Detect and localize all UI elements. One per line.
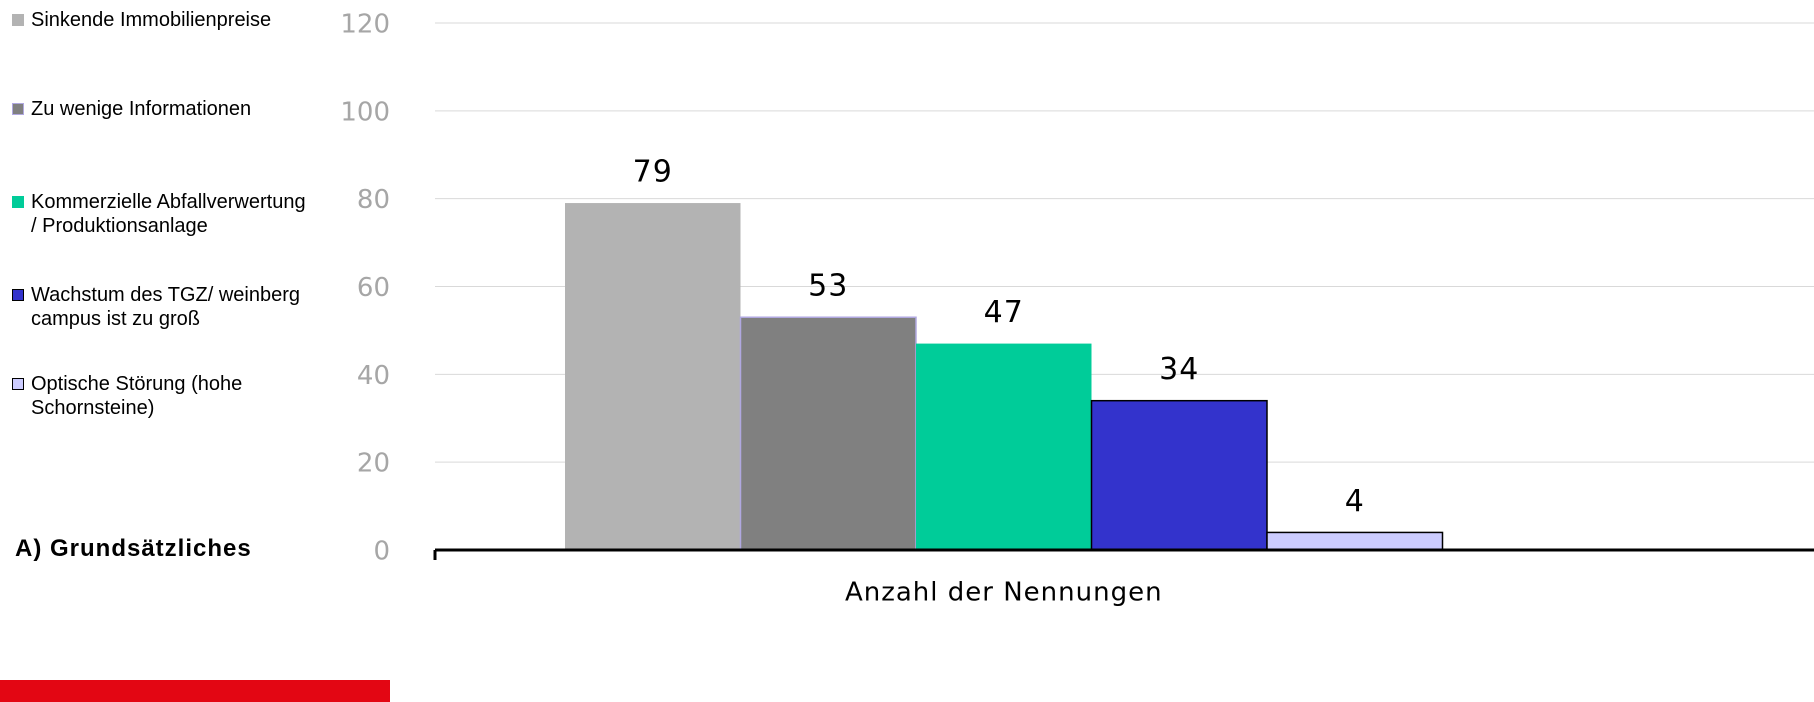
x-tick-label: Anzahl der Nennungen (845, 578, 1163, 608)
legend-label: Wachstum des TGZ/ weinberg campus ist zu… (31, 284, 300, 330)
data-label: 34 (1159, 352, 1199, 387)
legend-item: Wachstum des TGZ/ weinberg campus ist zu… (10, 283, 306, 331)
legend-swatch (12, 196, 24, 208)
bar (565, 203, 741, 550)
bar (739, 316, 917, 551)
y-tick-label: 80 (357, 185, 390, 215)
legend-item: Sinkende Immobilienpreise (10, 8, 306, 32)
legend-swatch (12, 378, 24, 390)
y-tick-label: 0 (373, 537, 390, 567)
data-label: 47 (984, 295, 1024, 330)
y-tick-label: 60 (357, 273, 390, 303)
legend-swatch (12, 103, 24, 115)
y-tick-label: 40 (357, 361, 390, 391)
data-label: 4 (1345, 484, 1365, 519)
legend-item: Optische Störung (hohe Schornsteine) (10, 372, 306, 420)
bar (916, 343, 1092, 550)
legend-swatch (12, 14, 24, 26)
bar (1090, 399, 1268, 551)
bar (1266, 531, 1444, 551)
legend-label: Optische Störung (hohe Schornsteine) (31, 373, 243, 419)
legend-swatch (12, 289, 24, 301)
section-title: A) Grundsätzliches (15, 535, 252, 562)
legend-item: Zu wenige Informationen (10, 97, 306, 121)
legend-label: Zu wenige Informationen (31, 98, 252, 120)
legend-label: Kommerzielle Abfallverwertung / Produkti… (31, 191, 306, 237)
y-tick-label: 100 (340, 97, 390, 127)
y-tick-label: 120 (340, 10, 390, 40)
data-label: 53 (808, 269, 848, 304)
legend-item: Kommerzielle Abfallverwertung / Produkti… (10, 190, 306, 238)
legend-label: Sinkende Immobilienpreise (31, 9, 272, 31)
data-label: 79 (633, 155, 673, 190)
accent-bar (0, 680, 390, 702)
y-tick-label: 20 (357, 449, 390, 479)
